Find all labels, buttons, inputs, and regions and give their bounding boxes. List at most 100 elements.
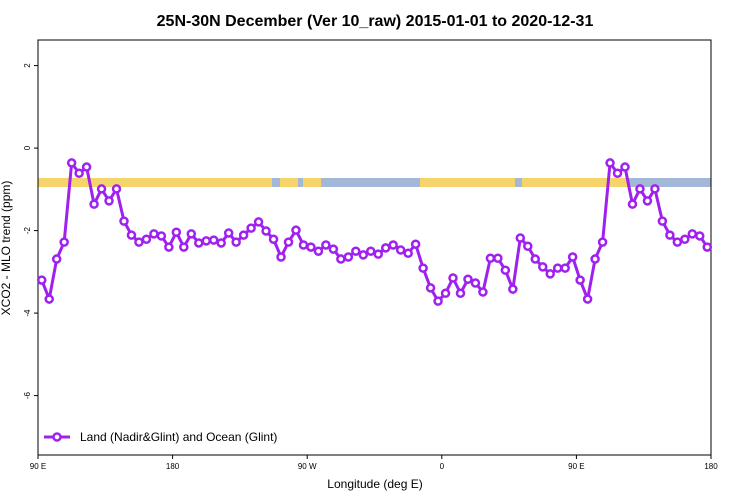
data-point [687,229,698,239]
x-axis-label: Longitude (deg E) [327,477,422,491]
data-point [373,249,383,259]
x-tick-label: 0 [440,462,445,471]
data-point [343,252,354,262]
surface-band [38,178,711,187]
data-point [620,162,630,172]
data-point [164,242,174,252]
data-point [665,230,675,240]
data-point [156,231,167,241]
land-band [522,178,627,187]
data-point [642,196,653,206]
data-point [261,226,271,236]
land-band [280,178,298,187]
data-point [508,284,518,294]
data-point [141,234,152,244]
y-tick-label: -4 [23,309,32,317]
x-tick-label: 90 E [568,462,584,471]
x-tick-label: 180 [166,462,180,471]
data-point [612,168,623,178]
data-point [268,234,279,244]
data-point [552,263,563,273]
data-point [575,275,585,285]
data-point [351,246,361,256]
data-point [582,294,593,304]
data-point [81,162,92,172]
data-point [298,240,309,250]
data-point [448,273,458,283]
plot-frame [37,39,712,456]
data-point [208,235,219,245]
data-point [134,237,144,247]
land-band [303,178,321,187]
data-point [111,184,122,194]
x-tick-label: 90 E [30,462,46,471]
data-point [433,296,443,306]
data-point [276,252,286,262]
data-point [283,237,294,247]
data-point [388,240,398,250]
data-point [66,158,77,168]
y-tick-label: -2 [23,226,32,234]
data-point [336,254,346,264]
data-point [635,184,645,194]
data-point [313,246,324,256]
data-point [291,225,301,235]
data-point [126,230,137,240]
x-tick-label: 90 W [298,462,317,471]
data-point [478,287,488,297]
data-point [418,263,428,273]
data-point [627,199,638,209]
x-tick-label: 180 [704,462,718,471]
data-point [171,227,182,237]
data-point [246,223,256,233]
data-point [530,254,541,264]
data-point [425,283,436,293]
y-axis-label: XCO2 - MLO trend (ppm) [0,181,13,316]
data-point [149,229,159,239]
data-point [650,184,660,194]
data-point [89,199,99,209]
data-point [96,184,107,194]
data-point [366,246,376,256]
data-point [597,237,608,247]
data-point [657,216,668,226]
land-band [38,178,272,187]
data-point [253,217,264,227]
data-point [455,288,466,299]
data-point [515,233,526,243]
ocean-band [38,178,711,187]
data-point [104,196,114,206]
y-tick-label: 0 [23,145,32,150]
data-point [500,265,511,275]
data-point [560,263,570,273]
chart-title: 25N-30N December (Ver 10_raw) 2015-01-01… [157,13,594,30]
data-point [186,229,197,239]
data-point [201,236,211,246]
data-point [702,242,713,252]
data-point [194,238,204,248]
data-point [403,248,413,259]
data-point [545,269,555,279]
data-point [119,216,129,226]
data-point [74,168,84,178]
data-point [470,278,481,288]
data-point [238,230,249,240]
data-point [523,241,533,252]
data-point [223,228,234,238]
data-point [380,243,391,253]
legend-label: Land (Nadir&Glint) and Ocean (Glint) [80,430,277,444]
data-point [680,234,690,244]
data-point [59,237,69,247]
data-point [672,237,683,247]
data-point [36,275,47,285]
data-point [493,253,503,263]
data-point [463,274,473,285]
data-point [216,238,226,248]
data-point [395,245,406,255]
data-point [590,254,600,264]
data-point [440,288,451,299]
data-point [538,262,548,272]
data-point [328,244,339,254]
data-point [44,294,54,304]
